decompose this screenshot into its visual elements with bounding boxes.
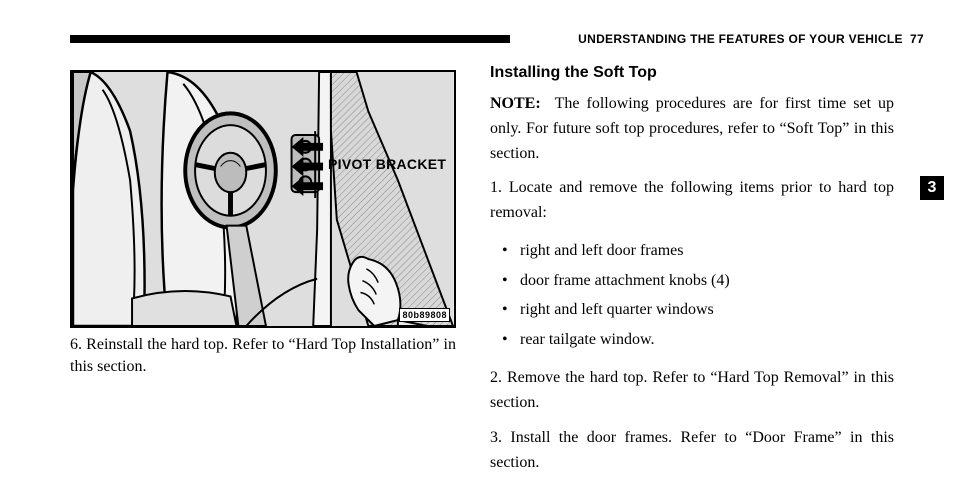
page-number: 77 xyxy=(910,32,924,46)
list-item: right and left door frames xyxy=(490,236,894,266)
list-item: rear tailgate window. xyxy=(490,325,894,355)
step-3: 3. Install the door frames. Refer to “Do… xyxy=(490,426,894,476)
right-column: Installing the Soft Top NOTE: The follow… xyxy=(490,64,894,486)
header-title-text: UNDERSTANDING THE FEATURES OF YOUR VEHIC… xyxy=(578,32,903,46)
list-item: door frame attachment knobs (4) xyxy=(490,266,894,296)
page-header: UNDERSTANDING THE FEATURES OF YOUR VEHIC… xyxy=(70,32,924,46)
section-heading: Installing the Soft Top xyxy=(490,64,894,82)
removal-items-list: right and left door frames door frame at… xyxy=(490,236,894,354)
section-tab: 3 xyxy=(920,176,944,200)
figure-callout-label: PIVOT BRACKET xyxy=(328,156,446,172)
figure-illustration xyxy=(72,72,454,326)
note-body: The following procedures are for first t… xyxy=(490,95,894,162)
figure-caption: 6. Reinstall the hard top. Refer to “Har… xyxy=(70,334,456,379)
figure: PIVOT BRACKET 80b89808 xyxy=(70,70,456,328)
left-column: PIVOT BRACKET 80b89808 6. Reinstall the … xyxy=(70,70,456,379)
header-rule xyxy=(70,35,510,43)
note-label: NOTE: xyxy=(490,95,541,112)
header-title: UNDERSTANDING THE FEATURES OF YOUR VEHIC… xyxy=(510,32,924,46)
step-1: 1. Locate and remove the following items… xyxy=(490,176,894,226)
note-paragraph: NOTE: The following procedures are for f… xyxy=(490,92,894,166)
step-2: 2. Remove the hard top. Refer to “Hard T… xyxy=(490,366,894,416)
list-item: right and left quarter windows xyxy=(490,295,894,325)
figure-id: 80b89808 xyxy=(399,308,450,322)
